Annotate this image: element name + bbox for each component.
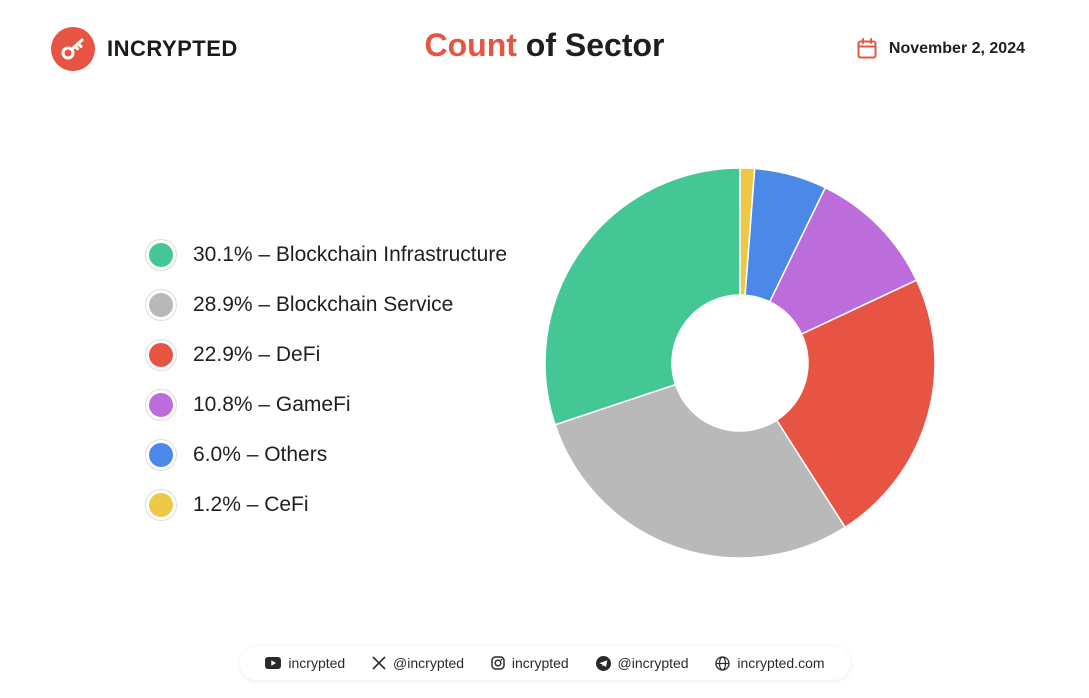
pie-slice-gamefi [768, 186, 918, 336]
legend-swatch [145, 239, 177, 271]
instagram-icon [491, 656, 505, 670]
chart-legend: 30.1% – Blockchain Infrastructure 28.9% … [145, 230, 507, 530]
footer-instagram[interactable]: incrypted [491, 655, 569, 671]
legend-swatch [145, 439, 177, 471]
legend-item: 28.9% – Blockchain Service [145, 280, 507, 330]
x-icon [372, 656, 386, 670]
pie-slice-defi [775, 279, 936, 529]
footer-telegram[interactable]: @incrypted [595, 655, 689, 671]
youtube-handle: incrypted [288, 655, 346, 671]
legend-swatch [145, 489, 177, 521]
chart-title: Count of Sector [0, 27, 1089, 64]
title-rest: of Sector [516, 27, 665, 63]
legend-swatch-dot [149, 493, 173, 517]
legend-label: 1.2% – CeFi [193, 493, 309, 516]
footer-youtube[interactable]: incrypted [265, 655, 345, 671]
key-icon [51, 27, 95, 71]
globe-icon [715, 655, 731, 671]
legend-swatch-dot [149, 343, 173, 367]
footer-x[interactable]: @incrypted [372, 655, 464, 671]
title-accent: Count [424, 27, 517, 63]
legend-label: 6.0% – Others [193, 443, 328, 466]
social-footer: incrypted @incrypted incrypted @incrypte… [240, 646, 850, 680]
pie-slice-blockchain-infrastructure [544, 167, 741, 426]
footer-website[interactable]: incrypted.com [715, 655, 825, 671]
calendar-icon [857, 38, 877, 59]
legend-label: 22.9% – DeFi [193, 343, 321, 366]
youtube-icon [265, 657, 282, 669]
legend-swatch [145, 289, 177, 321]
legend-item: 6.0% – Others [145, 430, 507, 480]
legend-swatch-dot [149, 393, 173, 417]
x-handle: @incrypted [393, 655, 465, 671]
website-handle: incrypted.com [737, 655, 825, 671]
legend-swatch-dot [149, 293, 173, 317]
legend-swatch-dot [149, 443, 173, 467]
date-display: November 2, 2024 [857, 38, 1025, 60]
header: INCRYPTED Count of Sector November 2, 20… [0, 0, 1089, 100]
legend-item: 10.8% – GameFi [145, 380, 507, 430]
legend-label: 10.8% – GameFi [193, 393, 351, 416]
pie-slice-blockchain-service [554, 383, 847, 559]
legend-label: 30.1% – Blockchain Infrastructure [193, 243, 507, 266]
instagram-handle: incrypted [511, 655, 569, 671]
legend-item: 22.9% – DeFi [145, 330, 507, 380]
logo-text: INCRYPTED [107, 36, 238, 61]
date-text: November 2, 2024 [888, 40, 1025, 57]
legend-swatch [145, 389, 177, 421]
telegram-handle: @incrypted [617, 655, 689, 671]
legend-swatch [145, 339, 177, 371]
telegram-icon [595, 655, 611, 671]
legend-item: 1.2% – CeFi [145, 480, 507, 530]
legend-item: 30.1% – Blockchain Infrastructure [145, 230, 507, 280]
legend-label: 28.9% – Blockchain Service [193, 293, 454, 316]
legend-swatch-dot [149, 243, 173, 267]
brand-logo[interactable]: INCRYPTED [51, 27, 238, 71]
